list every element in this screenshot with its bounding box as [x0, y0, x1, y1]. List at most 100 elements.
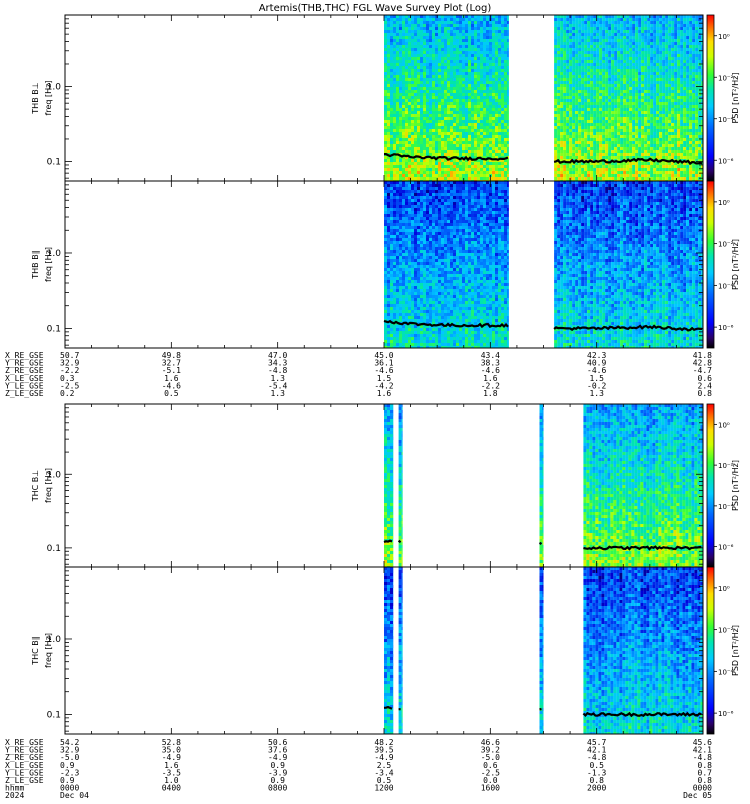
ephemeris-value: 43.4 [481, 351, 500, 360]
ephemeris-row-label: Y_LE_GSE [5, 381, 44, 390]
ephemeris-value: 32.9 [60, 746, 79, 755]
ephemeris-value: -3.4 [374, 768, 393, 777]
ephemeris-value: 0.5 [164, 389, 179, 398]
ephemeris-row-label: Z_LE_GSE [5, 776, 44, 785]
ephemeris-row-label: X_LE_GSE [5, 761, 44, 770]
ephemeris-value: 48.2 [374, 738, 393, 747]
y-tick-label: 1.0 [47, 249, 62, 259]
black-line-path [384, 153, 703, 166]
y-tick-label: 0.1 [47, 158, 61, 168]
ephemeris-value: 45.6 [693, 738, 712, 747]
colorbar-label: PSD [nT²/Hz] [731, 73, 740, 124]
panel-4: 0.1 1.0 THC B∥ freq [Hz] 10⁰ 10⁻² 10⁻⁴ 10⁻⁶ PSD … [31, 566, 740, 735]
y-tick-label: 1.0 [47, 635, 62, 645]
ephemeris-value: Dec 05 [683, 791, 712, 800]
ephemeris-value: 41.8 [693, 351, 712, 360]
ephemeris-value: -4.6 [374, 366, 393, 375]
heatmap-cells [384, 404, 703, 567]
ephemeris-row-label: Y_LE_GSE [5, 768, 44, 777]
colorbar: 10⁰ 10⁻² 10⁻⁴ 10⁻⁶ PSD [nT²/Hz] [706, 180, 740, 349]
ephemeris-value: 0.9 [60, 761, 75, 770]
ephemeris-value: 1.6 [164, 374, 179, 383]
ephemeris-value: -4.6 [162, 381, 181, 390]
ephemeris-value: Dec 04 [60, 791, 89, 800]
ephemeris-value: 0.0 [483, 776, 498, 785]
ephemeris-value: 0.7 [698, 768, 713, 777]
ephemeris-value: -4.2 [374, 381, 393, 390]
ephemeris-value: -2.3 [60, 768, 79, 777]
ephemeris-value: 0.5 [589, 761, 604, 770]
colorbar-tick-label: 10⁻² [718, 74, 734, 82]
ephemeris-value: -5.4 [268, 381, 287, 390]
ephemeris-value: 42.1 [587, 746, 606, 755]
colorbar-tick-label: 10⁻⁴ [718, 116, 734, 124]
ephemeris-value: 42.8 [693, 359, 712, 368]
colorbar-tick-label: 10⁰ [718, 585, 730, 593]
panel-1: 0.1 1.0 THB B⊥ freq [Hz] 10⁰ 10⁻² 10⁻⁴ 10⁻⁶ PSD … [31, 14, 740, 182]
ephemeris-value: 45.0 [374, 351, 393, 360]
ephemeris-row-label: X_LE_GSE [5, 374, 44, 383]
ephemeris-value: -5.0 [481, 753, 500, 762]
ephemeris-value: 1.6 [164, 761, 179, 770]
colorbar-tick-label: 10⁰ [718, 199, 730, 207]
ephemeris-value: 2000 [587, 784, 606, 793]
black-line-series [384, 153, 703, 166]
colorbar: 10⁰ 10⁻² 10⁻⁴ 10⁻⁶ PSD [nT²/Hz] [706, 566, 740, 735]
ephemeris-value: 1200 [374, 784, 393, 793]
black-line-series [383, 705, 702, 718]
ephemeris-row-label: Y_RE_GSE [5, 746, 44, 755]
ephemeris-row-label: Y_RE_GSE [5, 359, 44, 368]
ephemeris-value: -4.9 [162, 753, 181, 762]
colorbar-tick-label: 10⁻⁶ [718, 324, 734, 332]
y-tick-label: 1.0 [47, 470, 62, 480]
panel-ylabel: THC B∥ [31, 636, 40, 666]
ephemeris-value: 1.6 [483, 374, 498, 383]
ephemeris-value: 50.6 [268, 738, 287, 747]
ephemeris-value: 47.0 [268, 351, 287, 360]
figure-title: Artemis(THB,THC) FGL Wave Survey Plot (L… [259, 3, 492, 14]
panel-ylabel: THB B∥ [31, 250, 40, 279]
ephemeris-value: 1.6 [377, 389, 392, 398]
ephemeris-value: -5.0 [60, 753, 79, 762]
colorbar: 10⁰ 10⁻² 10⁻⁴ 10⁻⁶ PSD [nT²/Hz] [706, 403, 740, 568]
ephemeris-value: 1.3 [270, 389, 285, 398]
ephemeris-value: -2.2 [481, 381, 500, 390]
panel-2: 0.1 1.0 THB B∥ freq [Hz] 10⁰ 10⁻² 10⁻⁴ 10⁻⁶ PSD … [31, 180, 740, 349]
ephemeris-value: 0000 [693, 784, 712, 793]
ephemeris-value: -0.2 [587, 381, 606, 390]
colorbar-label: PSD [nT²/Hz] [731, 625, 740, 676]
ephemeris-value: 0800 [268, 784, 287, 793]
ephemeris-value: -4.6 [587, 366, 606, 375]
panel-ylabel: THC B⊥ [31, 470, 40, 503]
colorbar-label: PSD [nT²/Hz] [731, 460, 740, 511]
ephemeris-row-label: hhmm [5, 784, 24, 793]
colorbar-tick-label: 10⁻⁴ [718, 503, 734, 511]
black-line-path [383, 539, 702, 551]
ephemeris-value: 49.8 [162, 351, 181, 360]
ephemeris-value: 39.2 [481, 746, 500, 755]
panel-unit-label: freq [Hz] [44, 468, 53, 503]
ephemeris-value: 54.2 [60, 738, 79, 747]
ephemeris-value: 0.2 [60, 389, 75, 398]
colorbar-tick-label: 10⁻⁴ [718, 282, 734, 290]
ephemeris-row-label: X_RE_GSE [5, 351, 44, 360]
ephemeris-value: 45.7 [587, 738, 606, 747]
ephemeris-value: -4.8 [693, 753, 712, 762]
colorbar-tick-label: 10⁻⁶ [718, 710, 734, 718]
ephemeris-value: 1.3 [589, 389, 604, 398]
ephemeris-value: 34.3 [268, 359, 287, 368]
panel-3: 0.1 1.0 THC B⊥ freq [Hz] 10⁰ 10⁻² 10⁻⁴ 10⁻⁶ PSD … [31, 403, 740, 568]
colorbar-tick-label: 10⁻² [718, 627, 734, 635]
ephemeris-value: 0.8 [698, 389, 713, 398]
panel-unit-label: freq [Hz] [44, 633, 53, 668]
panel-unit-label: freq [Hz] [44, 247, 53, 282]
heatmap-cells [384, 181, 703, 348]
ephemeris-value: -2.2 [60, 366, 79, 375]
black-line-series [383, 539, 702, 551]
ephemeris-value: 1.5 [377, 374, 392, 383]
ephemeris-value: 42.1 [693, 746, 712, 755]
ephemeris-value: -4.6 [481, 366, 500, 375]
colorbar-tick-label: 10⁻⁶ [718, 157, 734, 165]
ephemeris-row-label: Z_RE_GSE [5, 366, 44, 375]
ephemeris-value: 1.0 [164, 776, 179, 785]
